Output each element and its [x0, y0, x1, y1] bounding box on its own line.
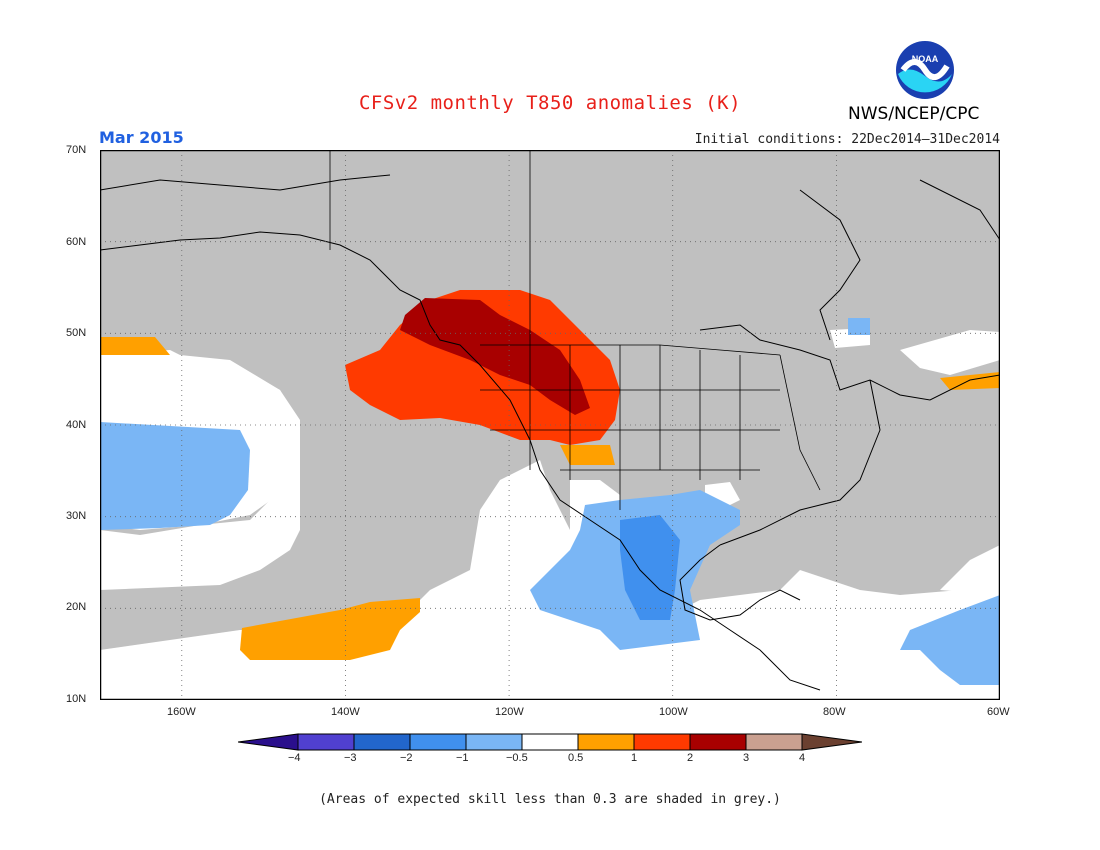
- lat-label-10n: 10N: [66, 693, 87, 705]
- anomaly-light-blue-caribbean: [900, 595, 1000, 685]
- forecast-month: Mar 2015: [99, 128, 184, 147]
- anomaly-orange-maritimes: [940, 372, 1000, 390]
- colorbar-swatch-neutral: [521, 733, 579, 751]
- colorbar-swatch-below-minus4: [238, 733, 299, 751]
- colorbar-tick-minus2: −2: [400, 752, 413, 764]
- lat-label-20n: 20N: [66, 601, 87, 613]
- lon-label-100w: 100W: [659, 706, 688, 718]
- agency-label: NWS/NCEP/CPC: [848, 104, 980, 124]
- anomaly-light-blue-hudson: [848, 318, 870, 335]
- colorbar-swatch-minus1-minus05: [465, 733, 523, 751]
- initial-conditions: Initial conditions: 22Dec2014–31Dec2014: [694, 132, 1000, 147]
- colorbar-tick-minus05: −0.5: [506, 752, 528, 764]
- anomaly-orange-pacific-south: [240, 598, 420, 660]
- colorbar-tick-3: 3: [743, 752, 750, 764]
- colorbar-tick-minus4: −4: [288, 752, 301, 764]
- lon-label-60w: 60W: [987, 706, 1010, 718]
- colorbar-swatch-above-4: [801, 733, 862, 751]
- colorbar-swatch-minus2-minus1: [409, 733, 467, 751]
- lat-label-70n: 70N: [66, 144, 87, 156]
- colorbar: [238, 733, 862, 751]
- colorbar-tick-05: 0.5: [568, 752, 584, 764]
- colorbar-tick-minus3: −3: [344, 752, 357, 764]
- lon-label-140w: 140W: [331, 706, 360, 718]
- map-frame: [100, 150, 1000, 700]
- neutral-region-atlantic: [940, 545, 1000, 595]
- lat-label-30n: 30N: [66, 510, 87, 522]
- anomaly-blue-texas: [620, 515, 680, 620]
- colorbar-tick-4: 4: [799, 752, 806, 764]
- colorbar-swatch-minus4-minus3: [297, 733, 355, 751]
- colorbar-swatch-3-4: [745, 733, 803, 751]
- colorbar-swatch-2-3: [689, 733, 747, 751]
- colorbar-tick-1: 1: [631, 752, 638, 764]
- colorbar-tick-2: 2: [687, 752, 694, 764]
- colorbar-swatch-1-2: [633, 733, 691, 751]
- neutral-region-labrador: [900, 330, 1000, 375]
- anomaly-dark-red-northwest: [400, 298, 590, 415]
- colorbar-swatch-minus3-minus2: [353, 733, 411, 751]
- lon-label-80w: 80W: [823, 706, 846, 718]
- colorbar-swatch-05-1: [577, 733, 635, 751]
- anomaly-light-blue-pacific: [100, 422, 250, 530]
- colorbar-tick-minus1: −1: [456, 752, 469, 764]
- lat-label-50n: 50N: [66, 327, 87, 339]
- anomaly-orange-southwest: [560, 445, 615, 465]
- lon-label-160w: 160W: [167, 706, 196, 718]
- coastlines: [100, 174, 1000, 691]
- graticule: [100, 150, 1000, 700]
- logo-text: NOAA: [912, 54, 939, 64]
- lat-label-60n: 60N: [66, 236, 87, 248]
- anomaly-map: [100, 150, 1000, 700]
- noaa-logo: NOAA: [896, 41, 954, 99]
- map-title: CFSv2 monthly T850 anomalies (K): [358, 92, 742, 114]
- political-boundaries: [329, 150, 821, 510]
- anomaly-orange-pacific-north: [100, 337, 170, 355]
- skill-note: (Areas of expected skill less than 0.3 a…: [319, 792, 781, 807]
- lon-label-120w: 120W: [495, 706, 524, 718]
- lat-label-40n: 40N: [66, 419, 87, 431]
